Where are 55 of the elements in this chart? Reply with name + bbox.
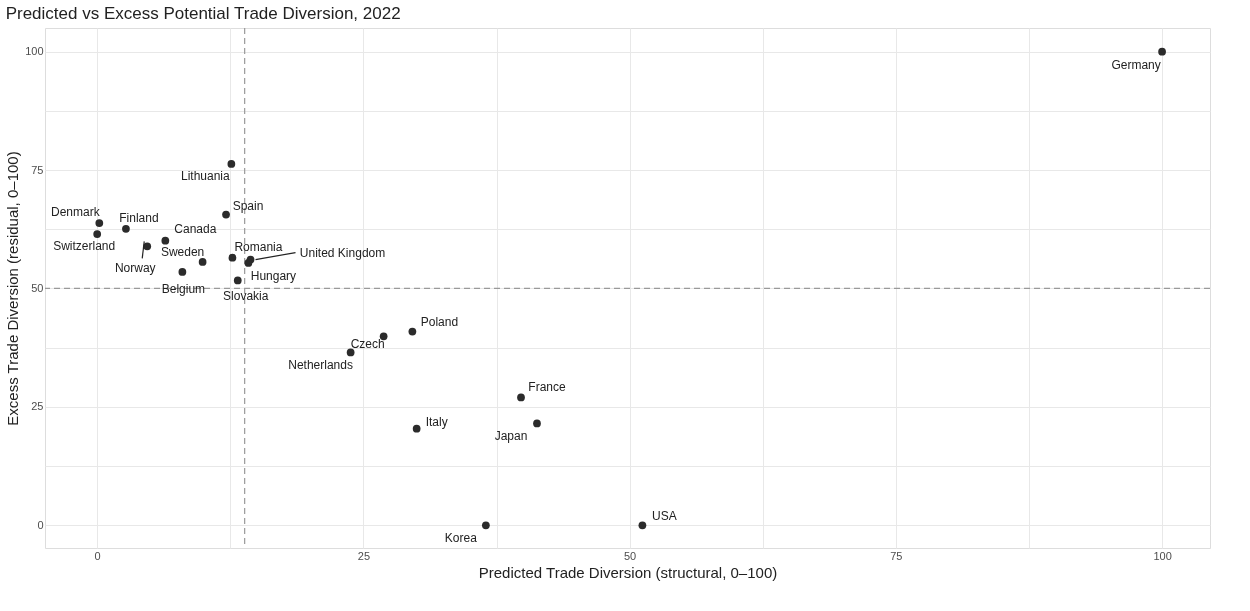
point [95,219,104,227]
x-tick-label: 50 [624,549,637,562]
point [244,259,253,267]
data-label: Norway [114,261,156,276]
data-label: Sweden [160,244,205,259]
point [178,268,187,276]
point [93,230,102,238]
data-label: Canada [174,221,217,236]
data-label: Italy [425,414,448,429]
x-tick-label: 100 [1153,549,1172,562]
point [517,393,525,402]
point [638,521,647,530]
data-label: France [528,380,566,395]
point [161,236,170,245]
point [198,258,207,266]
point [533,419,541,428]
y-tick-label: 0 [37,518,44,531]
chart-title: Predicted vs Excess Potential Trade Diversion, 2022 [5,4,401,24]
point [122,224,130,233]
y-tick-label: 75 [31,163,44,176]
data-label: Spain [232,198,264,213]
y-tick-label: 100 [25,45,44,58]
x-axis-title: Predicted Trade Diversion (structural, 0–100) [478,563,778,581]
y-tick-label: 50 [31,281,44,294]
point [143,242,152,251]
point [233,276,242,285]
data-label: Czech [350,337,385,352]
data-label: Finland [119,210,159,225]
point [408,327,417,336]
data-label: Lithuania [181,168,231,183]
data-label: Germany [1111,57,1161,72]
data-label: Japan [494,429,528,444]
data-label: Poland [420,314,459,329]
data-label: United Kingdom [299,245,386,260]
data-label: Denmark [50,205,101,220]
point [228,253,237,262]
y-axis-title: Excess Trade Diversion (residual, 0–100) [4,151,22,426]
data-label: USA [652,509,677,524]
data-label: Slovakia [223,289,269,304]
x-tick-label: 25 [357,549,371,562]
y-tick-label: 25 [31,400,44,413]
point [346,348,355,357]
data-label: Romania [234,239,283,254]
point [412,424,421,433]
x-tick-label: 75 [890,549,903,562]
x-tick-label: 0 [94,549,101,562]
data-label: Switzerland [53,239,116,254]
data-label: Korea [444,531,478,546]
point [227,160,236,168]
point [1158,47,1166,56]
data-label: Netherlands [288,358,353,373]
point [482,521,490,530]
point [222,210,230,219]
data-label: Belgium [161,281,206,296]
data-label: Hungary [250,268,297,283]
